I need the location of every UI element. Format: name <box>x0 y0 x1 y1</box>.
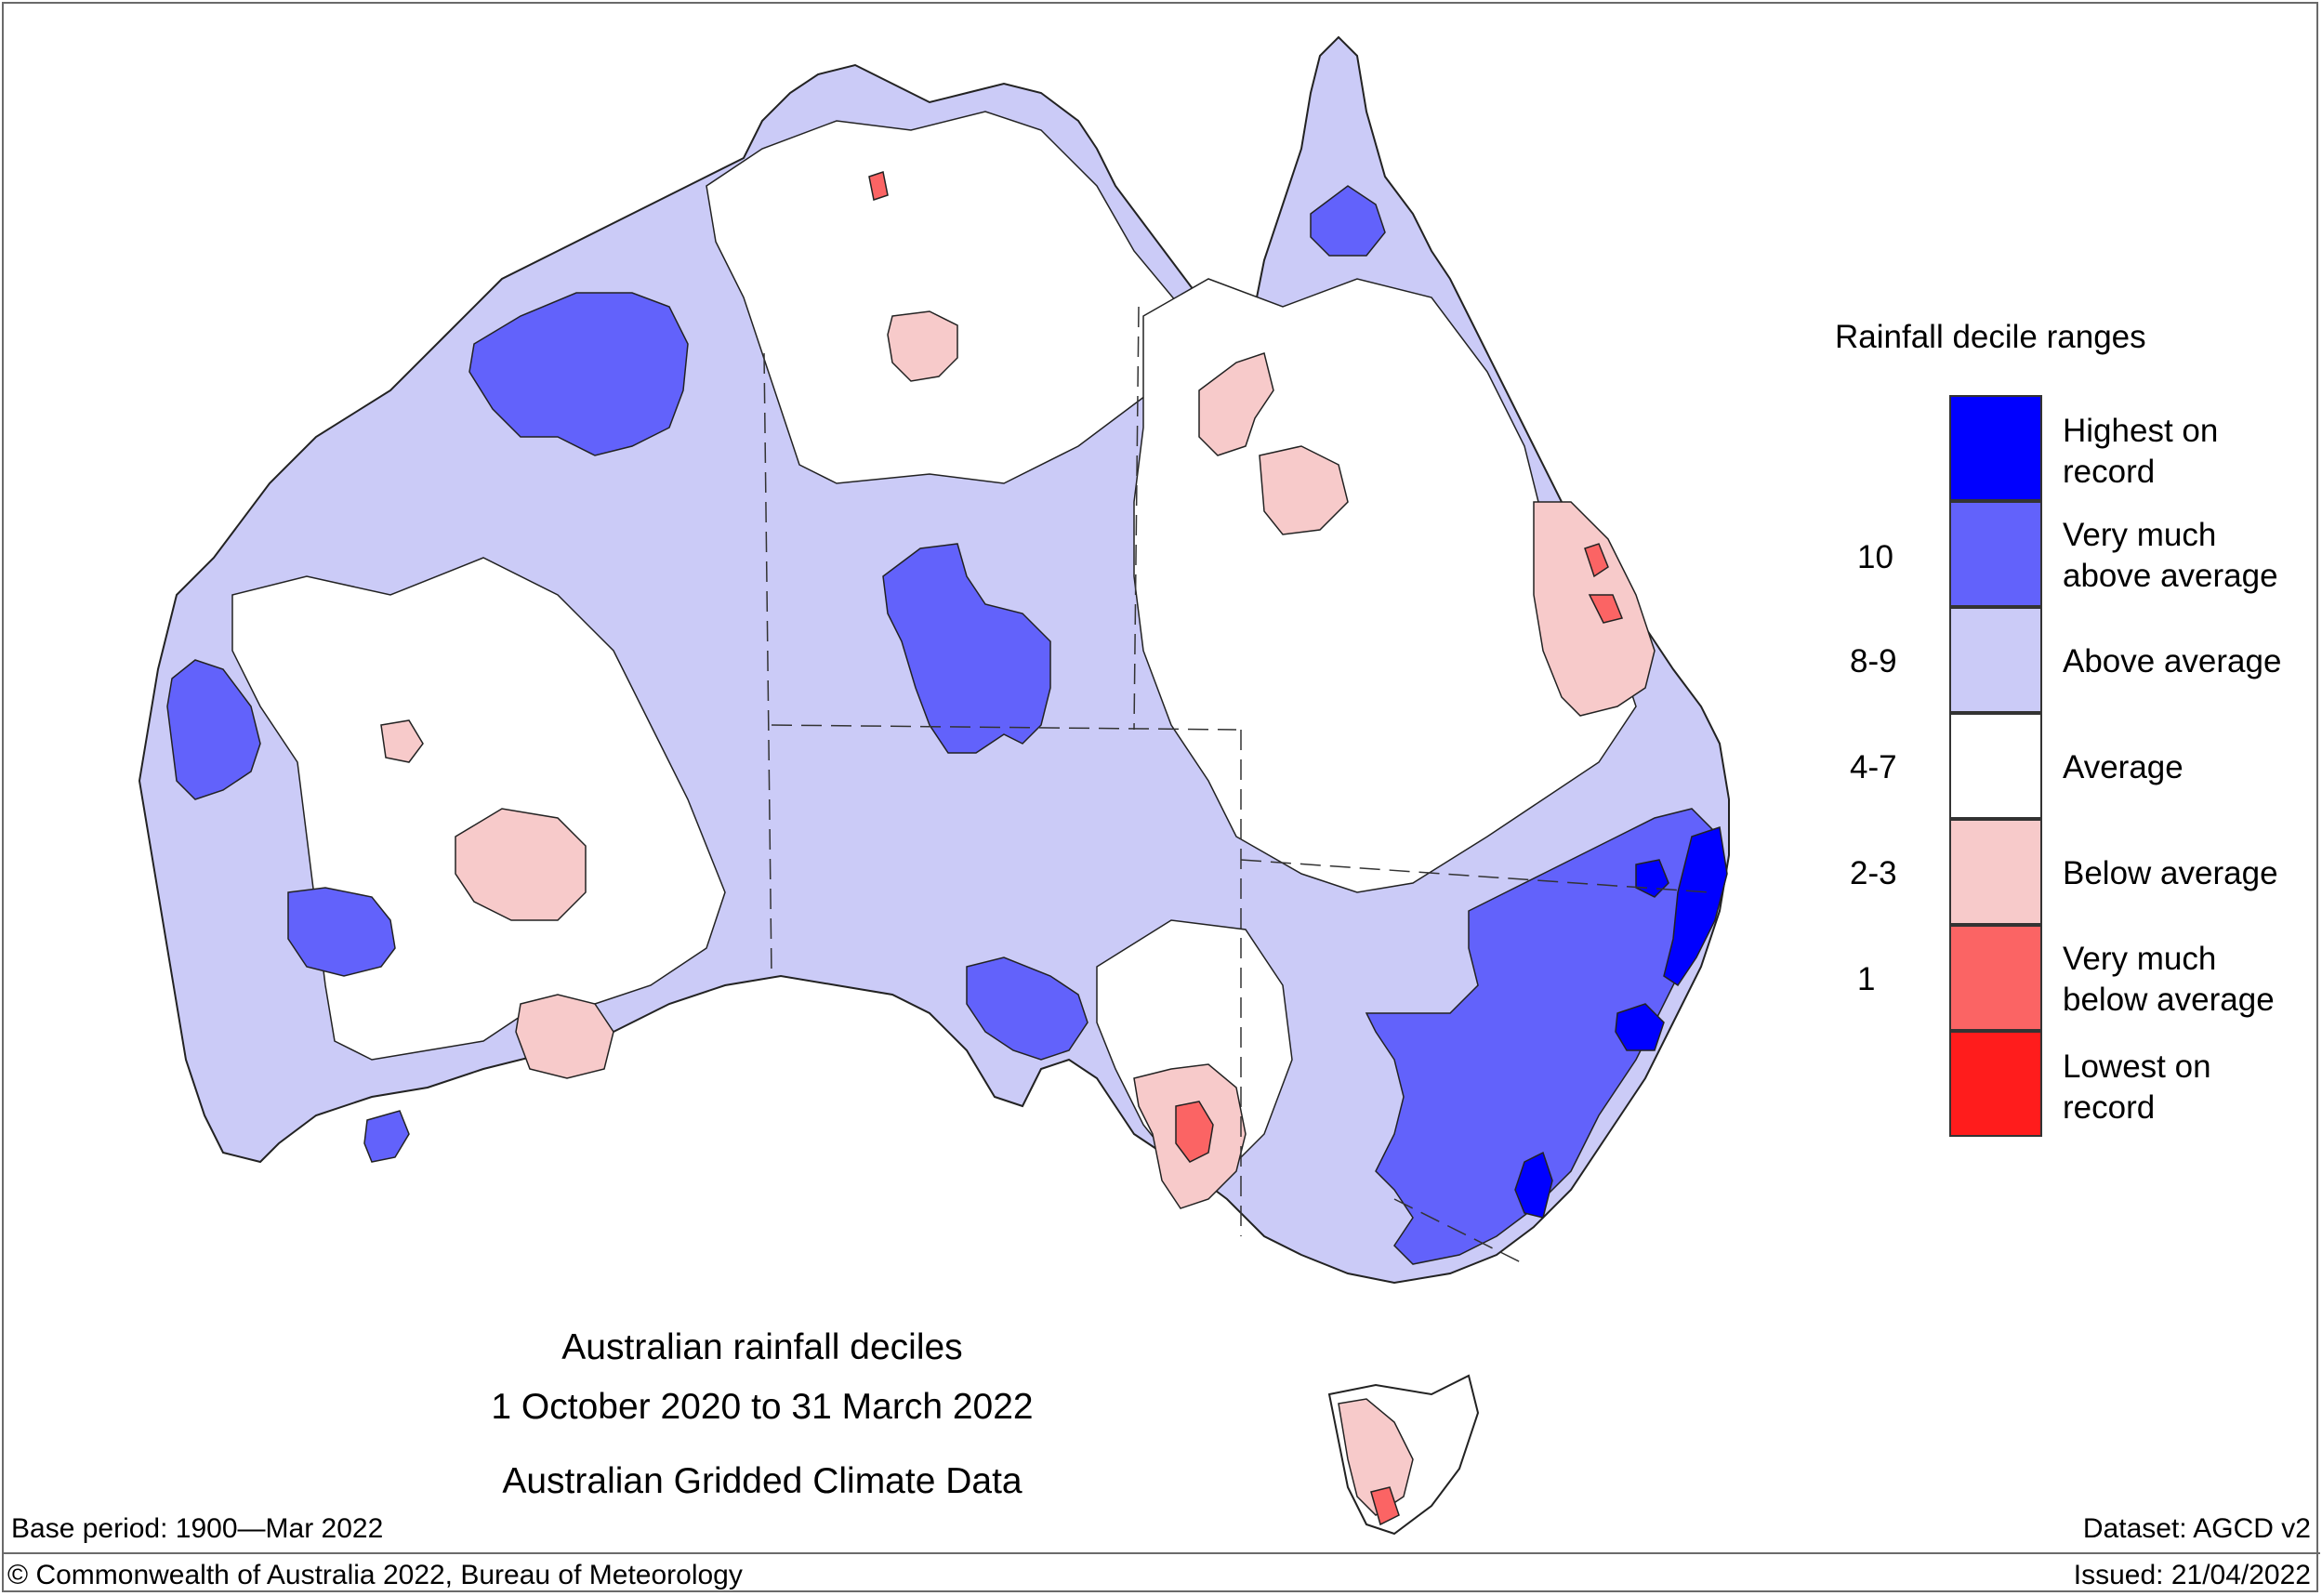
legend-label-highest: Highest on record <box>2063 413 2219 490</box>
legend-label-very-much-above: Very much above average <box>2063 517 2278 594</box>
very-much-above-kimberley <box>468 292 689 456</box>
legend-range-2-3: 2-3 <box>1850 855 1897 891</box>
average-region-qld <box>1133 278 1637 893</box>
very-much-above-central <box>882 543 1051 754</box>
dataset-label: Dataset: AGCD v2 <box>2082 1513 2311 1544</box>
legend-swatch-very-much-below <box>1949 925 2042 1031</box>
legend-swatch-below <box>1949 819 2042 925</box>
very-much-above-wa-coast <box>166 659 261 800</box>
very-much-above-cape-york <box>1310 185 1386 257</box>
very-much-below-qld2 <box>1588 594 1624 624</box>
legend-swatch-very-much-above <box>1949 501 2042 607</box>
very-much-below-nt <box>868 171 889 201</box>
below-avg-tas <box>1338 1398 1414 1516</box>
below-avg-nt-top <box>887 310 958 382</box>
very-much-below-sa <box>1175 1101 1214 1163</box>
issued-date: Issued: 21/04/2022 <box>2073 1560 2311 1590</box>
tasmania-land <box>1327 1374 1480 1536</box>
below-avg-qld-east <box>1533 501 1656 717</box>
legend-label-very-much-below: Very much below average <box>2063 941 2275 1018</box>
legend-range-8-9: 8-9 <box>1850 643 1897 679</box>
map-period: 1 October 2020 to 31 March 2022 <box>491 1387 1034 1427</box>
legend-label-below: Below average <box>2063 855 2278 891</box>
copyright-text: © Commonwealth of Australia 2022, Bureau… <box>7 1560 743 1590</box>
legend-label-above: Above average <box>2063 643 2282 679</box>
highest-record-nsw-mid <box>1615 1003 1665 1051</box>
border-wa <box>763 352 772 977</box>
legend-title: Rainfall decile ranges <box>1835 319 2146 355</box>
below-avg-wa-central <box>455 808 587 921</box>
legend-range-1: 1 <box>1857 961 1876 997</box>
map-title: Australian rainfall deciles <box>561 1327 963 1367</box>
very-much-above-wa-south <box>287 887 396 977</box>
border-nt-sa <box>771 724 1237 731</box>
very-much-below-qld <box>1584 543 1609 578</box>
average-region-nt <box>706 111 1181 484</box>
legend-range-4-7: 4-7 <box>1850 749 1897 785</box>
legend-label-lowest: Lowest on record <box>2063 1049 2211 1126</box>
legend-swatch-average <box>1949 713 2042 819</box>
very-much-below-tas <box>1370 1486 1400 1526</box>
legend-swatch-highest <box>1949 395 2042 501</box>
below-avg-qld-central <box>1259 445 1349 535</box>
legend-swatch-lowest <box>1949 1031 2042 1137</box>
legend-swatch-above <box>1949 607 2042 713</box>
footer-divider <box>2 1552 2320 1554</box>
legend-range-10: 10 <box>1857 539 1893 575</box>
border-qld-nsw <box>1240 859 1711 893</box>
base-period: Base period: 1900—Mar 2022 <box>11 1513 384 1544</box>
legend-label-average: Average <box>2063 749 2183 785</box>
below-avg-wa-north <box>380 719 424 763</box>
map-source: Australian Gridded Climate Data <box>502 1461 1022 1501</box>
below-avg-qld-north <box>1198 352 1274 456</box>
highest-record-nsw-south <box>1514 1151 1553 1219</box>
border-nsw-vic <box>1393 1198 1525 1265</box>
very-much-above-wa-sw <box>363 1110 410 1163</box>
highest-record-nsw-coast <box>1663 826 1728 987</box>
border-nt-qld <box>1133 306 1140 731</box>
very-much-above-sa-north <box>966 956 1088 1061</box>
very-much-above-nsw <box>1365 808 1721 1265</box>
below-avg-wa-south <box>515 994 614 1079</box>
